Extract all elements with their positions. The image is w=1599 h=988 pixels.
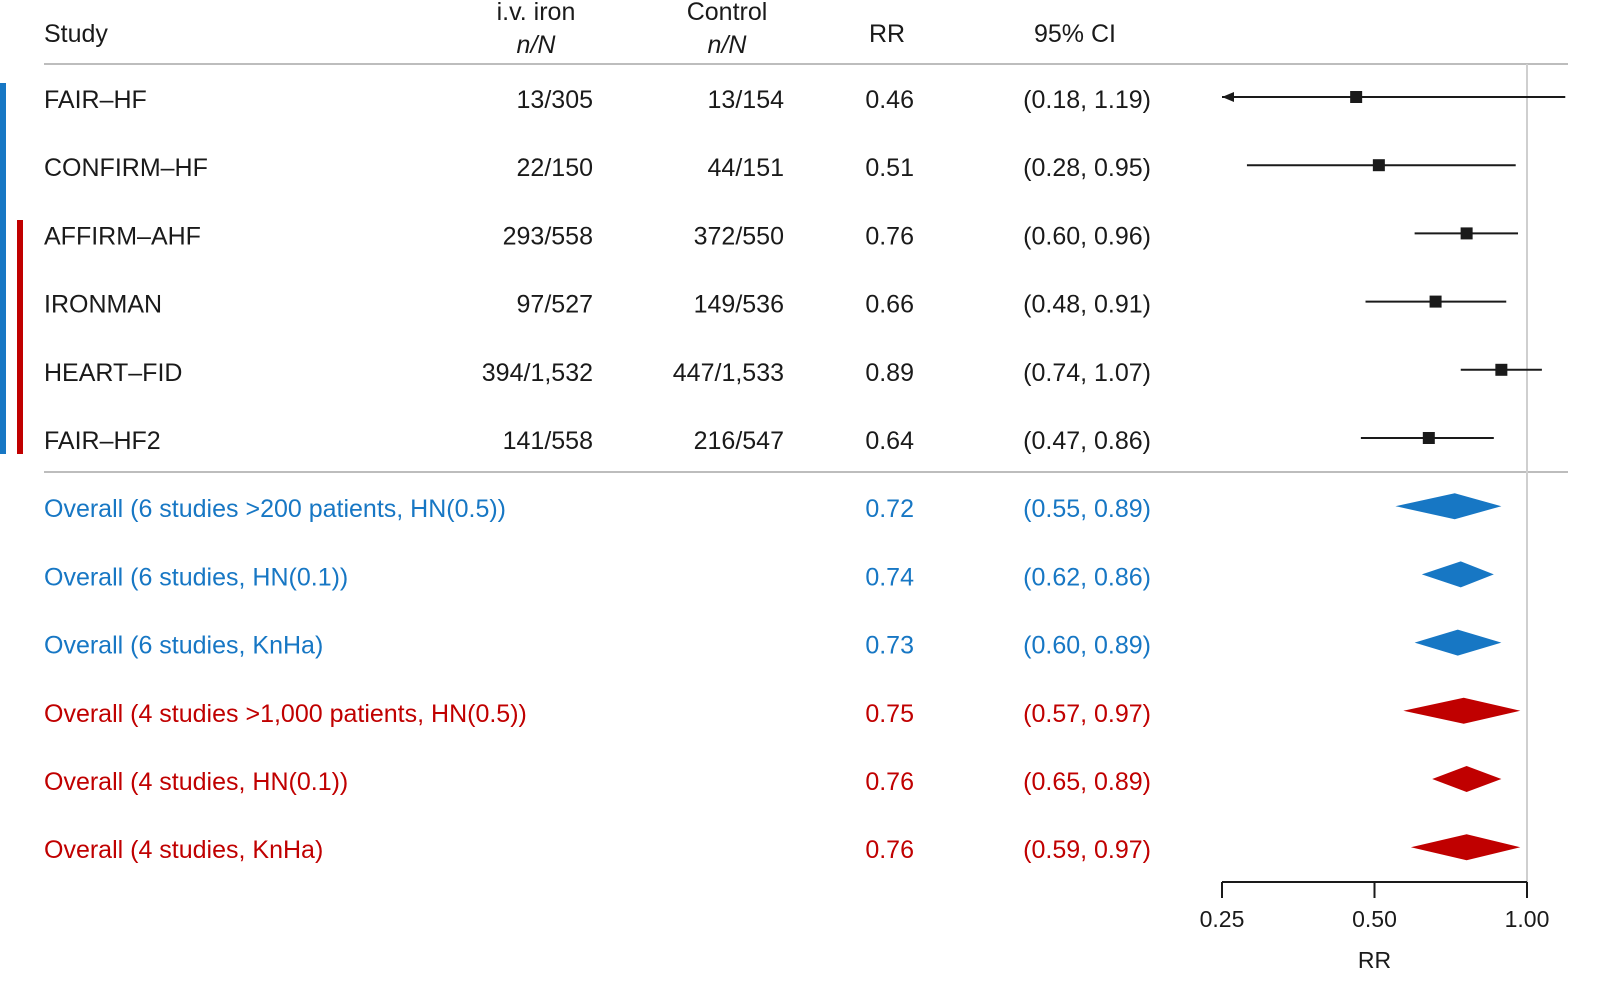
group-bar-red bbox=[17, 220, 23, 454]
overall-label: Overall (6 studies, KnHa) bbox=[44, 632, 323, 660]
study-name: FAIR–HF2 bbox=[44, 427, 161, 455]
rr-value: 0.73 bbox=[865, 632, 914, 660]
overall-row: Overall (6 studies, HN(0.1)) 0.74 (0.62, 0… bbox=[44, 563, 1151, 591]
header-control: Control bbox=[687, 0, 768, 26]
rr-value: 0.46 bbox=[865, 86, 914, 114]
group-bars bbox=[0, 83, 23, 454]
iv-iron-count: 97/527 bbox=[517, 291, 593, 319]
point-estimate bbox=[1429, 295, 1442, 308]
iv-iron-count: 22/150 bbox=[517, 154, 593, 182]
ci-value: (0.47, 0.86) bbox=[1023, 427, 1151, 455]
control-count: 372/550 bbox=[694, 222, 784, 250]
pooled-diamond bbox=[1410, 834, 1521, 861]
x-tick-label: 0.50 bbox=[1352, 906, 1397, 932]
header-ci: 95% CI bbox=[1034, 20, 1116, 48]
ci-value: (0.48, 0.91) bbox=[1023, 291, 1151, 319]
study-name: IRONMAN bbox=[44, 291, 162, 319]
table-row: AFFIRM–AHF 293/558 372/550 0.76 (0.60, 0.96) bbox=[44, 222, 1151, 250]
ci-arrow bbox=[1222, 92, 1234, 102]
point-estimate bbox=[1460, 227, 1473, 240]
table-row: IRONMAN 97/527 149/536 0.66 (0.48, 0.91) bbox=[44, 291, 1151, 319]
overall-label: Overall (6 studies, HN(0.1)) bbox=[44, 563, 348, 591]
table-row: FAIR–HF2 141/558 216/547 0.64 (0.47, 0.86) bbox=[44, 427, 1151, 455]
table-header: Study i.v. iron n/N Control n/N RR 95% C… bbox=[44, 0, 1116, 59]
control-count: 216/547 bbox=[694, 427, 784, 455]
overall-row: Overall (4 studies, KnHa) 0.76 (0.59, 0.97… bbox=[44, 836, 1151, 864]
plot-area bbox=[1222, 64, 1566, 882]
ci-value: (0.60, 0.89) bbox=[1023, 632, 1151, 660]
ci-value: (0.28, 0.95) bbox=[1023, 154, 1151, 182]
pooled-diamond bbox=[1414, 629, 1502, 656]
ci-value: (0.60, 0.96) bbox=[1023, 222, 1151, 250]
ci-value: (0.74, 1.07) bbox=[1023, 359, 1151, 387]
iv-iron-count: 394/1,532 bbox=[482, 359, 593, 387]
overall-label: Overall (4 studies >1,000 patients, HN(0… bbox=[44, 700, 527, 728]
pooled-diamond bbox=[1403, 697, 1521, 724]
rr-value: 0.76 bbox=[865, 768, 914, 796]
overall-label: Overall (4 studies, KnHa) bbox=[44, 836, 323, 864]
control-count: 149/536 bbox=[694, 291, 784, 319]
ci-value: (0.18, 1.19) bbox=[1023, 86, 1151, 114]
point-estimate bbox=[1422, 432, 1435, 444]
ci-value: (0.57, 0.97) bbox=[1023, 700, 1151, 728]
header-rr: RR bbox=[869, 20, 905, 48]
table-row: CONFIRM–HF 22/150 44/151 0.51 (0.28, 0.95) bbox=[44, 154, 1151, 182]
header-study: Study bbox=[44, 20, 108, 48]
pooled-diamond bbox=[1432, 766, 1502, 792]
x-axis-label: RR bbox=[1358, 947, 1391, 973]
overall-label: Overall (6 studies >200 patients, HN(0.5… bbox=[44, 495, 506, 523]
rr-value: 0.72 bbox=[865, 495, 914, 523]
overall-label: Overall (4 studies, HN(0.1)) bbox=[44, 768, 348, 796]
rr-value: 0.64 bbox=[865, 427, 914, 455]
iv-iron-count: 13/305 bbox=[517, 86, 593, 114]
study-name: CONFIRM–HF bbox=[44, 154, 208, 182]
point-estimate bbox=[1372, 159, 1385, 172]
overall-row: Overall (6 studies >200 patients, HN(0.5… bbox=[44, 495, 1151, 523]
study-name: FAIR–HF bbox=[44, 86, 147, 114]
overall-row: Overall (4 studies, HN(0.1)) 0.76 (0.65, 0… bbox=[44, 768, 1151, 796]
pooled-diamond bbox=[1395, 493, 1502, 520]
table-rows: FAIR–HF 13/305 13/154 0.46 (0.18, 1.19) CONFI… bbox=[44, 86, 1151, 864]
rr-value: 0.76 bbox=[865, 222, 914, 250]
overall-row: Overall (4 studies >1,000 patients, HN(0… bbox=[44, 700, 1151, 728]
rr-value: 0.51 bbox=[865, 154, 914, 182]
group-bar-blue bbox=[0, 83, 6, 454]
pooled-diamond bbox=[1421, 561, 1494, 588]
overall-row: Overall (6 studies, KnHa) 0.73 (0.60, 0.89… bbox=[44, 632, 1151, 660]
point-estimate bbox=[1350, 91, 1363, 103]
point-estimate bbox=[1495, 363, 1508, 376]
table-row: FAIR–HF 13/305 13/154 0.46 (0.18, 1.19) bbox=[44, 86, 1151, 114]
control-count: 44/151 bbox=[708, 154, 784, 182]
rr-value: 0.75 bbox=[865, 700, 914, 728]
header-control-sub: n/N bbox=[708, 31, 748, 59]
table-row: HEART–FID 394/1,532 447/1,533 0.89 (0.74, 1.… bbox=[44, 359, 1151, 387]
x-axis: 0.25 0.50 1.00 RR bbox=[1200, 881, 1550, 973]
ci-value: (0.59, 0.97) bbox=[1023, 836, 1151, 864]
header-iv-iron-sub: n/N bbox=[517, 31, 557, 59]
iv-iron-count: 293/558 bbox=[503, 222, 593, 250]
x-tick-label: 1.00 bbox=[1505, 906, 1550, 932]
ci-value: (0.62, 0.86) bbox=[1023, 563, 1151, 591]
rr-value: 0.66 bbox=[865, 291, 914, 319]
control-count: 13/154 bbox=[708, 86, 785, 114]
header-iv-iron: i.v. iron bbox=[497, 0, 576, 26]
study-name: AFFIRM–AHF bbox=[44, 222, 201, 250]
iv-iron-count: 141/558 bbox=[503, 427, 593, 455]
rr-value: 0.74 bbox=[865, 563, 914, 591]
study-name: HEART–FID bbox=[44, 359, 182, 387]
x-tick-label: 0.25 bbox=[1200, 906, 1245, 932]
rr-value: 0.89 bbox=[865, 359, 914, 387]
rr-value: 0.76 bbox=[865, 836, 914, 864]
ci-value: (0.55, 0.89) bbox=[1023, 495, 1151, 523]
control-count: 447/1,533 bbox=[673, 359, 784, 387]
ci-value: (0.65, 0.89) bbox=[1023, 768, 1151, 796]
